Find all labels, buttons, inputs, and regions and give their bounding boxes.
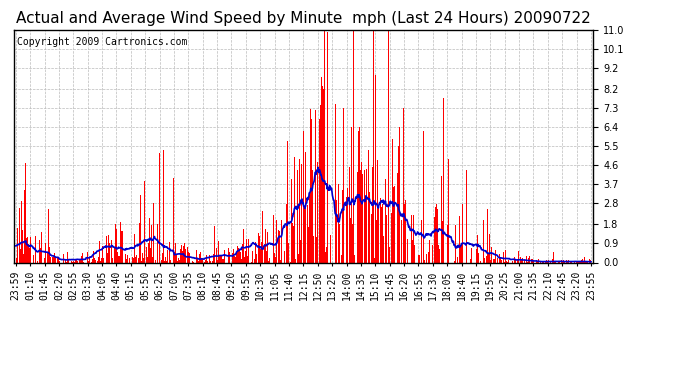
Text: Copyright 2009 Cartronics.com: Copyright 2009 Cartronics.com [17, 37, 187, 47]
Text: Actual and Average Wind Speed by Minute  mph (Last 24 Hours) 20090722: Actual and Average Wind Speed by Minute … [17, 11, 591, 26]
